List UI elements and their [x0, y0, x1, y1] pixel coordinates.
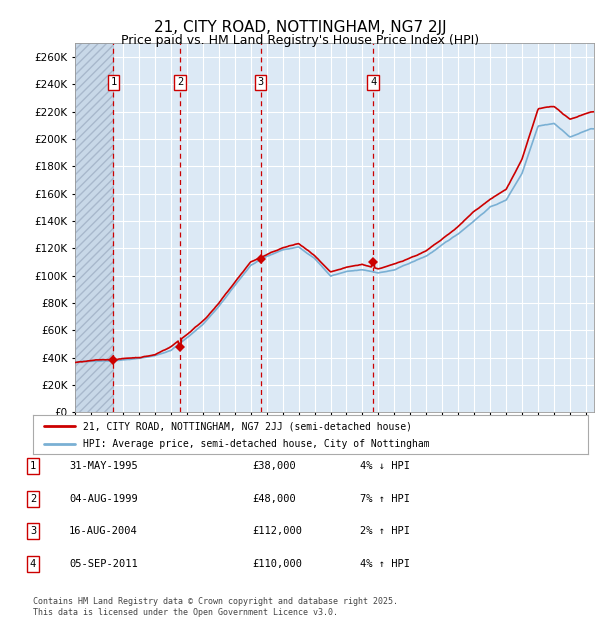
- Text: 05-SEP-2011: 05-SEP-2011: [69, 559, 138, 569]
- Text: 4% ↓ HPI: 4% ↓ HPI: [360, 461, 410, 471]
- Text: £110,000: £110,000: [252, 559, 302, 569]
- Text: 21, CITY ROAD, NOTTINGHAM, NG7 2JJ: 21, CITY ROAD, NOTTINGHAM, NG7 2JJ: [154, 20, 446, 35]
- Bar: [75, 43, 113, 412]
- Text: Contains HM Land Registry data © Crown copyright and database right 2025.
This d: Contains HM Land Registry data © Crown c…: [33, 598, 398, 617]
- Text: £48,000: £48,000: [252, 494, 296, 504]
- Text: 3: 3: [30, 526, 36, 536]
- Text: 4: 4: [30, 559, 36, 569]
- Text: 2: 2: [177, 77, 183, 87]
- Text: 04-AUG-1999: 04-AUG-1999: [69, 494, 138, 504]
- Text: 1: 1: [110, 77, 116, 87]
- Text: 16-AUG-2004: 16-AUG-2004: [69, 526, 138, 536]
- Text: 21, CITY ROAD, NOTTINGHAM, NG7 2JJ (semi-detached house): 21, CITY ROAD, NOTTINGHAM, NG7 2JJ (semi…: [83, 421, 412, 431]
- Text: £112,000: £112,000: [252, 526, 302, 536]
- Text: £38,000: £38,000: [252, 461, 296, 471]
- Text: 31-MAY-1995: 31-MAY-1995: [69, 461, 138, 471]
- Text: 4: 4: [370, 77, 376, 87]
- Text: 2: 2: [30, 494, 36, 504]
- Text: 2% ↑ HPI: 2% ↑ HPI: [360, 526, 410, 536]
- Text: 7% ↑ HPI: 7% ↑ HPI: [360, 494, 410, 504]
- Text: 4% ↑ HPI: 4% ↑ HPI: [360, 559, 410, 569]
- Text: HPI: Average price, semi-detached house, City of Nottingham: HPI: Average price, semi-detached house,…: [83, 439, 430, 450]
- Text: 3: 3: [257, 77, 263, 87]
- Text: Price paid vs. HM Land Registry's House Price Index (HPI): Price paid vs. HM Land Registry's House …: [121, 34, 479, 47]
- Text: 1: 1: [30, 461, 36, 471]
